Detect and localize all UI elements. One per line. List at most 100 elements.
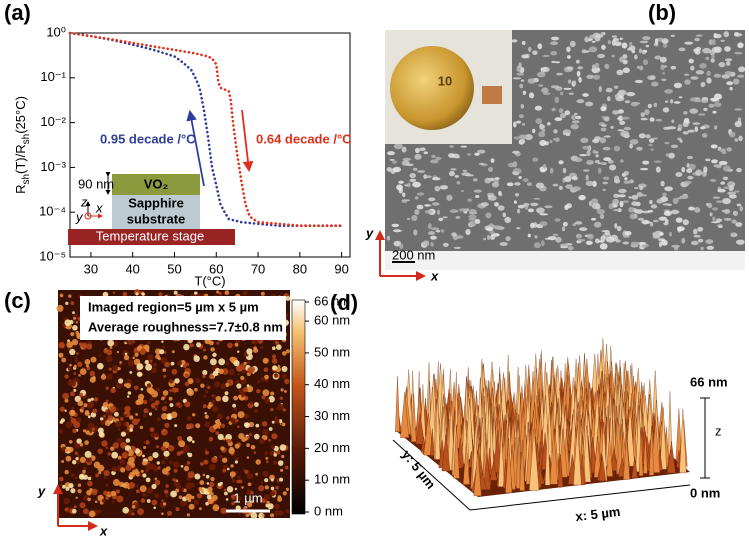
grain <box>618 89 627 96</box>
grain <box>246 443 251 447</box>
grain <box>560 113 566 119</box>
grain <box>145 477 151 483</box>
grain <box>270 407 274 412</box>
grain <box>618 188 627 194</box>
grain <box>619 200 624 208</box>
grain <box>135 471 141 477</box>
grain <box>128 482 136 489</box>
grain <box>157 466 161 470</box>
axis-extent: x: 5 µm <box>575 504 622 524</box>
grain <box>598 85 602 93</box>
grain <box>451 232 457 237</box>
grain <box>398 180 404 184</box>
grain <box>631 201 639 206</box>
grain <box>102 401 109 408</box>
grain <box>620 130 630 137</box>
grain <box>731 219 737 224</box>
grain <box>219 455 223 459</box>
grain <box>163 450 170 457</box>
grain <box>244 469 249 474</box>
grain <box>706 77 712 84</box>
grain <box>527 208 534 213</box>
grain <box>550 51 558 56</box>
grain <box>227 467 230 471</box>
grain <box>640 112 645 118</box>
grain <box>151 499 158 506</box>
grain <box>645 134 651 139</box>
grain <box>571 80 577 85</box>
grain <box>687 175 694 180</box>
grain <box>455 216 461 219</box>
grain <box>711 159 718 164</box>
grain <box>102 373 105 377</box>
trend-arrow <box>241 109 254 173</box>
grain <box>73 505 77 509</box>
grain <box>613 209 622 212</box>
grain <box>650 148 654 151</box>
grain <box>151 483 157 490</box>
grain <box>670 65 677 70</box>
grain <box>140 498 146 503</box>
grain <box>541 87 549 94</box>
grain <box>483 237 487 241</box>
grain <box>212 395 215 399</box>
grain <box>224 391 229 396</box>
grain <box>572 176 578 181</box>
grain <box>176 402 180 406</box>
grain <box>601 124 607 127</box>
grain <box>233 395 239 401</box>
grain <box>735 222 743 227</box>
grain <box>87 497 91 502</box>
grain <box>171 368 178 375</box>
axis-label: y <box>365 225 374 240</box>
grain <box>250 491 254 495</box>
grain <box>131 504 136 509</box>
spike <box>411 393 417 442</box>
grain <box>204 414 209 419</box>
grain <box>202 473 206 477</box>
grain <box>162 390 169 396</box>
grain <box>195 377 201 383</box>
grain <box>223 488 227 492</box>
grain <box>87 480 93 487</box>
grain <box>700 99 709 104</box>
grain <box>203 459 209 465</box>
grain <box>512 150 520 154</box>
grain <box>722 198 731 205</box>
grain <box>490 158 495 163</box>
grain <box>518 62 522 69</box>
grain <box>630 102 639 107</box>
grain <box>172 461 180 468</box>
grain <box>170 490 178 498</box>
x-tick-label: 30 <box>84 261 98 276</box>
grain <box>244 422 251 428</box>
y-tick-label: 10⁻¹ <box>40 69 66 84</box>
grain <box>601 44 606 50</box>
grain <box>638 133 646 139</box>
grain <box>70 332 75 337</box>
grain <box>519 134 528 139</box>
grain <box>599 243 608 250</box>
grain <box>154 493 160 499</box>
grain <box>77 361 83 367</box>
grain <box>602 188 606 191</box>
grain <box>603 176 610 180</box>
grain <box>639 65 644 71</box>
grain <box>639 185 644 191</box>
grain <box>449 209 459 213</box>
grain <box>97 448 103 454</box>
grain <box>711 221 720 224</box>
grain <box>273 418 280 424</box>
grain <box>681 237 686 244</box>
grain <box>178 495 183 500</box>
grain <box>597 167 602 174</box>
grain <box>678 96 683 99</box>
grain <box>125 339 128 343</box>
grain <box>277 460 284 466</box>
grain <box>143 413 147 418</box>
grain <box>87 422 95 429</box>
grain <box>94 500 98 504</box>
grain <box>624 177 628 181</box>
grain <box>655 118 663 122</box>
grain <box>66 341 73 348</box>
